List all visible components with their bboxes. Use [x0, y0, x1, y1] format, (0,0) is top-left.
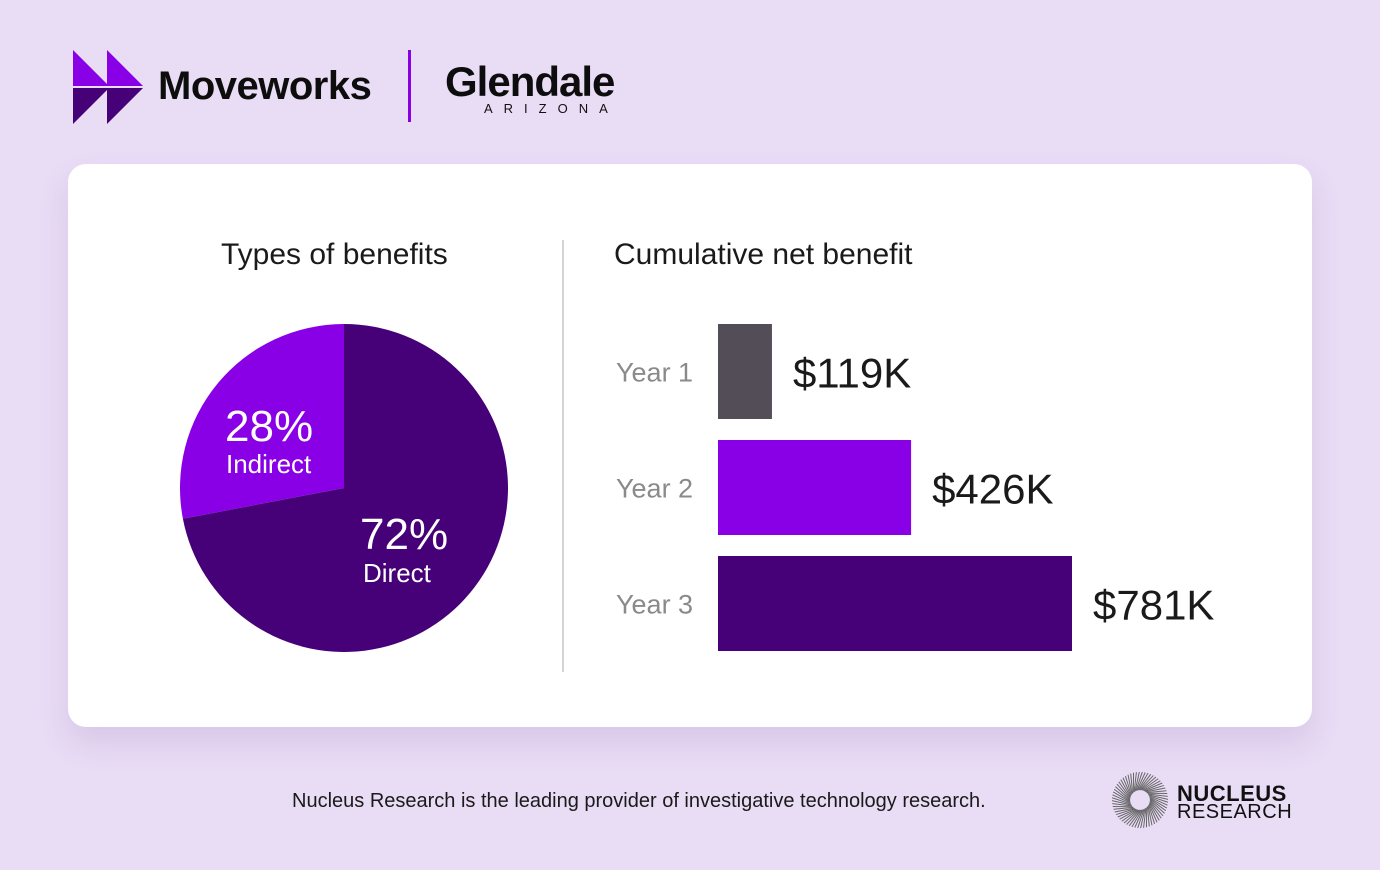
- research-logo-text: RESEARCH: [1177, 801, 1293, 823]
- moveworks-logo-text: Moveworks: [158, 64, 372, 108]
- pie-label-direct-name: Direct: [363, 558, 432, 588]
- category-label: Year 1: [616, 358, 693, 388]
- bar-chart-title: Cumulative net benefit: [614, 238, 913, 271]
- logo-divider: [408, 50, 411, 122]
- data-label: $119K: [793, 350, 911, 397]
- glendale-logo-text: Glendale: [445, 58, 615, 105]
- bar-year-3: [718, 556, 1072, 651]
- bar-year-2: [718, 440, 912, 535]
- pie-slice-indirect: [180, 324, 344, 519]
- category-label: Year 2: [616, 474, 693, 504]
- pie-label-direct-pct: 72%: [360, 510, 448, 559]
- pie-label-indirect-name: Indirect: [226, 449, 312, 479]
- data-label: $781K: [1093, 582, 1214, 629]
- card-divider: [562, 240, 564, 672]
- footer-text: Nucleus Research is the leading provider…: [292, 790, 986, 812]
- pie-slice-direct: [182, 324, 508, 652]
- bar-year-1: [718, 324, 772, 419]
- nucleus-logo-text: NUCLEUS: [1177, 781, 1287, 806]
- pie-label-indirect-pct: 28%: [225, 402, 313, 451]
- category-label: Year 3: [616, 590, 693, 620]
- nucleus-research-logo-icon: [1111, 771, 1169, 829]
- glendale-logo-subtext: ARIZONA: [484, 101, 619, 116]
- data-label: $426K: [932, 466, 1053, 513]
- moveworks-logo-icon: [73, 50, 143, 124]
- pie-chart-title: Types of benefits: [221, 238, 448, 271]
